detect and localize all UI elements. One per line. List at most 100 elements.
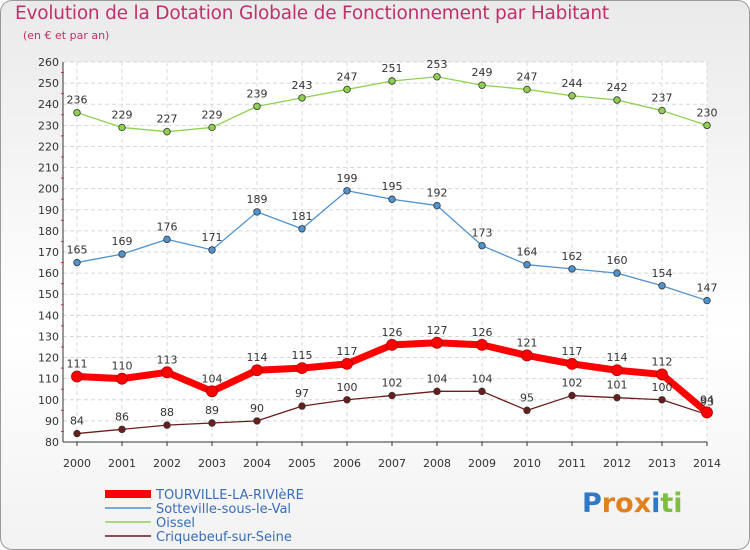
- data-label: 160: [607, 254, 628, 267]
- data-label: 247: [517, 70, 538, 83]
- data-point: [523, 85, 531, 94]
- data-point: [521, 349, 533, 362]
- data-label: 113: [157, 353, 178, 366]
- data-point: [701, 406, 713, 419]
- x-tick-label: 2014: [693, 457, 721, 470]
- x-tick-label: 2001: [108, 457, 136, 470]
- data-label: 147: [697, 282, 718, 295]
- data-label: 229: [202, 108, 223, 121]
- y-tick-label: 170: [38, 246, 59, 259]
- y-tick-label: 240: [38, 98, 59, 111]
- proxiti-logo: Proxiti: [582, 488, 683, 519]
- data-point: [298, 402, 306, 410]
- data-label: 229: [112, 108, 133, 121]
- data-label: 251: [382, 62, 403, 75]
- data-label: 104: [472, 372, 493, 385]
- data-point: [611, 364, 623, 377]
- x-tick-label: 2000: [63, 457, 91, 470]
- data-label: 126: [472, 326, 493, 339]
- axes-layer: 8090100110120130140150160170180190200210…: [38, 56, 721, 470]
- x-tick-label: 2008: [423, 457, 451, 470]
- data-label: 171: [202, 231, 223, 244]
- y-tick-label: 220: [38, 140, 59, 153]
- data-point: [433, 73, 441, 81]
- x-tick-label: 2009: [468, 457, 496, 470]
- y-tick-label: 120: [38, 352, 59, 365]
- data-point: [566, 357, 578, 370]
- data-point: [253, 102, 261, 111]
- y-tick-label: 230: [38, 119, 59, 132]
- y-tick-label: 190: [38, 204, 59, 217]
- data-label: 101: [607, 379, 628, 392]
- data-label: 117: [562, 345, 583, 358]
- y-tick-label: 150: [38, 288, 59, 301]
- data-point: [388, 391, 396, 400]
- data-label: 114: [607, 351, 628, 364]
- data-label: 112: [652, 355, 673, 368]
- data-label: 154: [652, 267, 673, 280]
- data-point: [478, 387, 486, 396]
- data-label: 192: [427, 187, 448, 200]
- y-tick-label: 210: [38, 162, 59, 175]
- data-label: 195: [382, 180, 403, 193]
- legend-label: Criquebeuf-sur-Seine: [156, 530, 292, 545]
- data-point: [343, 396, 351, 404]
- data-label: 230: [697, 106, 718, 119]
- data-label: 181: [292, 210, 313, 223]
- grid-layer: [63, 61, 708, 443]
- data-label: 110: [112, 360, 133, 373]
- x-tick-label: 2006: [333, 457, 361, 470]
- y-tick-label: 130: [38, 330, 59, 343]
- data-label: 84: [70, 415, 84, 428]
- data-point: [386, 338, 398, 351]
- chart-subtitle: (en € et par an): [23, 29, 110, 42]
- data-point: [703, 296, 711, 305]
- data-label: 236: [67, 94, 88, 107]
- y-tick-label: 140: [38, 309, 59, 322]
- data-point: [208, 123, 216, 132]
- data-label: 95: [520, 391, 534, 404]
- data-labels-layer: 111 110 113 104 114 115 117 126 127 126 121 117 114 1…: [67, 58, 718, 428]
- data-point: [163, 421, 171, 429]
- data-label: 102: [382, 377, 403, 390]
- data-label: 162: [562, 250, 583, 263]
- data-label: 121: [517, 336, 538, 349]
- y-tick-label: 80: [45, 436, 59, 449]
- data-point: [568, 265, 576, 273]
- data-label: 117: [337, 345, 358, 358]
- legend-label: Oissel: [156, 516, 195, 531]
- data-point: [118, 425, 126, 434]
- data-point: [116, 372, 128, 385]
- data-point: [208, 419, 216, 427]
- data-point: [523, 260, 531, 269]
- data-label: 88: [160, 406, 174, 419]
- data-label: 243: [292, 79, 313, 92]
- data-label: 89: [205, 404, 219, 417]
- data-label: 239: [247, 87, 268, 100]
- logo-letter: r: [601, 488, 616, 519]
- y-tick-label: 250: [38, 77, 59, 90]
- logo-letter: t: [660, 488, 674, 519]
- data-point: [523, 406, 531, 415]
- data-label: 111: [67, 358, 88, 371]
- data-point: [253, 417, 261, 425]
- x-tick-label: 2007: [378, 457, 406, 470]
- data-point: [613, 96, 621, 104]
- data-point: [73, 429, 81, 438]
- y-tick-label: 100: [38, 394, 59, 407]
- data-label: 176: [157, 220, 178, 233]
- data-label: 164: [517, 246, 538, 259]
- data-point: [73, 108, 81, 117]
- y-tick-label: 260: [38, 56, 59, 69]
- data-point: [433, 387, 441, 396]
- data-point: [208, 246, 216, 254]
- data-label: 126: [382, 326, 403, 339]
- x-tick-label: 2013: [648, 457, 676, 470]
- data-point: [118, 250, 126, 258]
- data-label: 199: [337, 172, 358, 185]
- data-point: [163, 127, 171, 136]
- data-point: [73, 258, 81, 267]
- data-label: 90: [250, 402, 264, 415]
